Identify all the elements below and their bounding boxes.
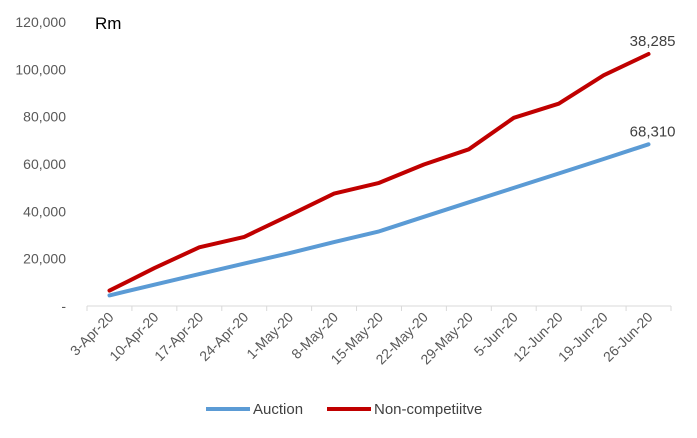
data-label-auction: 68,310	[630, 123, 676, 140]
data-label-non-competiitve: 38,285	[630, 33, 676, 50]
x-tick-label: 1-May-20	[243, 309, 296, 362]
y-axis-ticks: - 20,000 40,000 60,000 80,000 100,000 120,000	[15, 14, 66, 314]
legend: Auction Non-competiitve	[206, 401, 482, 418]
x-tick-label: 26-Jun-20	[600, 309, 656, 365]
series-lines	[107, 52, 651, 298]
legend-label-non-competitive: Non-competiitve	[374, 401, 482, 418]
y-tick-label: 80,000	[23, 109, 66, 125]
x-axis-ticks: 3-Apr-2010-Apr-2017-Apr-2024-Apr-201-May…	[67, 309, 656, 368]
series-line-non-competiitve	[107, 52, 651, 293]
y-tick-label: 20,000	[23, 251, 66, 267]
x-tick-label: 24-Apr-20	[196, 309, 251, 364]
y-tick-label: -	[61, 298, 66, 314]
data-labels: 68,310 38,285	[630, 33, 676, 140]
legend-label-auction: Auction	[253, 401, 303, 418]
y-tick-label: 60,000	[23, 156, 66, 172]
y-tick-label: 100,000	[15, 61, 66, 77]
y-tick-label: 120,000	[15, 14, 66, 30]
x-axis-tickmarks	[86, 306, 672, 311]
series-line-auction	[107, 142, 651, 298]
y-unit-label: Rm	[95, 14, 121, 33]
y-tick-label: 40,000	[23, 203, 66, 219]
